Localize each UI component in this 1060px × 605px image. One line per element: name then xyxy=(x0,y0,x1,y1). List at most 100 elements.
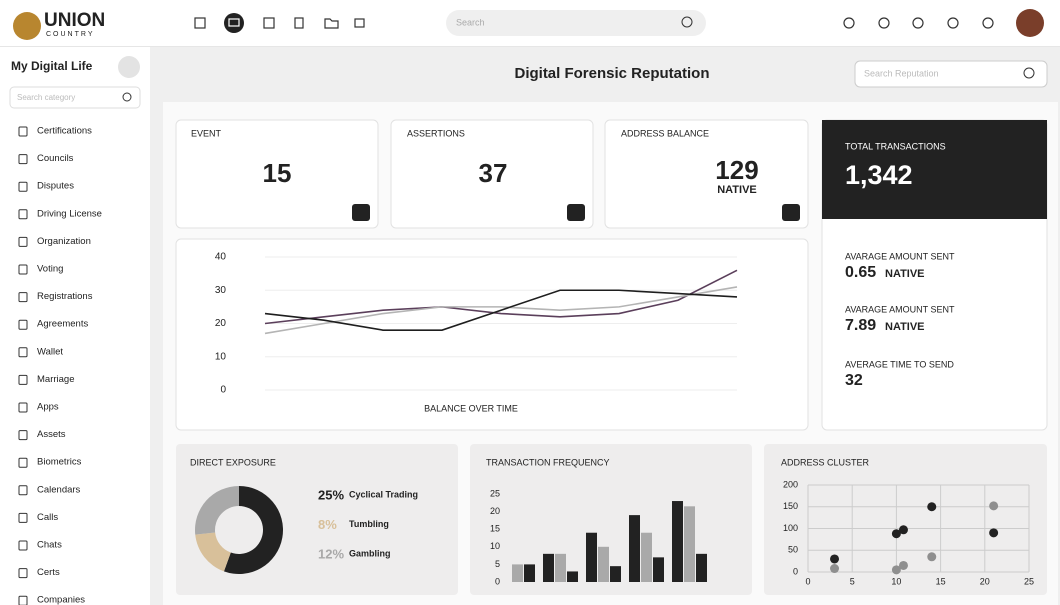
bar xyxy=(512,564,523,582)
y-tick-label: 150 xyxy=(783,501,798,511)
sidebar-icon xyxy=(18,126,28,137)
sidebar-item[interactable]: Assets xyxy=(37,429,66,440)
x-tick-label: 10 xyxy=(891,576,901,586)
total-card xyxy=(822,120,1047,219)
y-tick-label: 0 xyxy=(495,576,500,586)
sidebar-item[interactable]: Apps xyxy=(37,402,59,413)
bar xyxy=(641,532,652,582)
pie-slice xyxy=(195,532,231,572)
sidebar-item[interactable]: Driving License xyxy=(37,208,102,219)
pie-slice xyxy=(223,486,283,574)
metric-label: AVERAGE TIME TO SEND xyxy=(845,359,954,369)
bar xyxy=(672,501,683,582)
bar xyxy=(696,553,707,582)
y-tick-label: 100 xyxy=(783,523,798,533)
y-tick-label: 15 xyxy=(490,524,500,534)
legend-label: Cyclical Trading xyxy=(349,489,418,499)
sidebar-icon xyxy=(18,430,28,441)
bar xyxy=(586,532,597,582)
reputation-search[interactable] xyxy=(854,60,1048,88)
avatar[interactable] xyxy=(1016,9,1044,37)
bar xyxy=(653,557,664,582)
stat-unit: NATIVE xyxy=(717,184,757,196)
sidebar-item[interactable]: Biometrics xyxy=(37,457,82,468)
main-title: Digital Forensic Reputation xyxy=(514,65,709,82)
stat-value: 15 xyxy=(263,158,292,188)
sidebar-icon xyxy=(18,540,28,551)
point xyxy=(989,501,999,511)
logo: UNION xyxy=(44,10,105,31)
y-tick-label: 25 xyxy=(490,488,500,498)
sidebar-item[interactable]: Wallet xyxy=(37,346,63,357)
stat-value: 129 xyxy=(715,155,758,185)
y-tick-label: 10 xyxy=(215,351,227,362)
sidebar-item[interactable]: Certifications xyxy=(37,126,92,137)
metric-unit: NATIVE xyxy=(885,321,925,333)
sidebar-item[interactable]: Organization xyxy=(37,236,91,247)
logo-sub: COUNTRY xyxy=(46,31,94,38)
search-icon[interactable] xyxy=(681,16,693,28)
sidebar-item[interactable]: Calls xyxy=(37,512,58,523)
sidebar-icon xyxy=(18,512,28,523)
point xyxy=(898,560,908,570)
stat-label: ASSERTIONS xyxy=(407,128,465,138)
sidebar-icon xyxy=(18,319,28,330)
total-label: TOTAL TRANSACTIONS xyxy=(845,141,946,151)
legend-label: Gambling xyxy=(349,548,391,558)
sidebar-item[interactable]: Disputes xyxy=(37,181,74,192)
value-label: 25% xyxy=(318,487,344,502)
sidebar-item[interactable]: Agreements xyxy=(37,319,88,330)
bar xyxy=(629,515,640,582)
x-tick-label: 15 xyxy=(936,576,946,586)
sidebar-icon xyxy=(18,264,28,275)
header-icons[interactable] xyxy=(843,17,994,29)
metric-value: 32 xyxy=(845,372,863,389)
sidebar-search[interactable] xyxy=(9,86,141,109)
sidebar-item[interactable]: Companies xyxy=(37,595,85,605)
point xyxy=(927,552,937,562)
metric-label: AVARAGE AMOUNT SENT xyxy=(845,304,955,314)
search[interactable] xyxy=(446,10,706,36)
y-tick-label: 0 xyxy=(220,385,226,396)
point xyxy=(891,529,901,539)
legend-label: Tumbling xyxy=(349,519,389,529)
x-tick-label: 25 xyxy=(1024,576,1034,586)
sidebar-item[interactable]: Marriage xyxy=(37,374,75,385)
logo-icon xyxy=(13,12,41,40)
stat-label: ADDRESS BALANCE xyxy=(621,128,709,138)
sidebar-icon xyxy=(18,181,28,192)
line-series xyxy=(264,289,738,331)
sidebar-item[interactable]: Voting xyxy=(37,264,63,275)
sidebar-item[interactable]: Councils xyxy=(37,153,74,164)
point xyxy=(898,525,908,535)
sidebar-item[interactable]: Calendars xyxy=(37,484,81,495)
bar xyxy=(567,571,578,582)
sidebar-icon xyxy=(18,485,28,496)
sidebar-search-icon[interactable] xyxy=(122,92,132,102)
menu-button[interactable] xyxy=(118,56,140,78)
sidebar-item[interactable]: Certs xyxy=(37,567,60,578)
reputation-search-icon[interactable] xyxy=(1023,67,1035,79)
y-tick-label: 200 xyxy=(783,479,798,489)
bar xyxy=(555,553,566,582)
sidebar-icon xyxy=(18,292,28,303)
sidebar-icon xyxy=(18,347,28,358)
total-value: 1,342 xyxy=(845,160,913,190)
add-buttons[interactable] xyxy=(352,204,800,221)
point xyxy=(989,528,999,538)
sidebar-icon xyxy=(18,209,28,220)
bar xyxy=(598,546,609,582)
toolbar[interactable] xyxy=(194,13,365,33)
bar xyxy=(610,566,621,582)
sidebar-item[interactable]: Chats xyxy=(37,540,62,551)
point xyxy=(830,564,840,574)
x-axis-label: BALANCE OVER TIME xyxy=(424,403,518,413)
point xyxy=(891,565,901,575)
x-tick-label: 0 xyxy=(805,576,810,586)
reputation-search-placeholder: Search Reputation xyxy=(864,68,939,78)
sidebar-item[interactable]: Registrations xyxy=(37,291,93,302)
sidebar-icon xyxy=(18,374,28,385)
y-tick-label: 5 xyxy=(495,559,500,569)
stat-label: EVENT xyxy=(191,128,222,138)
